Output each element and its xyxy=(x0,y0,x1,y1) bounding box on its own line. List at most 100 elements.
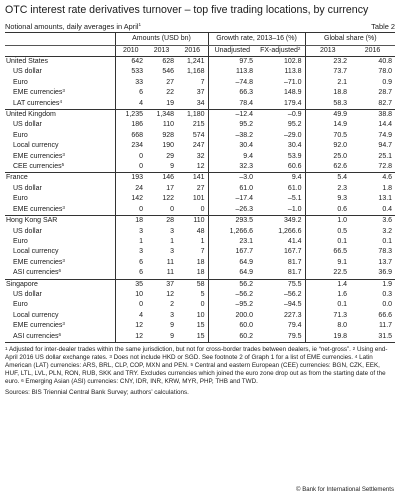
table-row-currency: EME currencies3 6 11 18 64.9 81.7 9.1 13.7 xyxy=(5,257,395,269)
table-cell: 27 xyxy=(166,78,174,86)
table-cell: 11 xyxy=(166,258,174,266)
col-fx-adjusted-label: FX-adjusted xyxy=(260,47,298,54)
table-cell: 1,266.6 xyxy=(207,226,257,237)
subtitle-text: Notional amounts, daily averages in Apri… xyxy=(5,22,139,31)
footnote-3-mark: 3 xyxy=(109,354,112,360)
table-row-currency: EME currencies3 6 22 37 66.3 148.9 18.8 28.7 xyxy=(5,88,395,99)
table-cell: 628 xyxy=(162,58,174,65)
table-cell: 3 xyxy=(170,248,174,256)
table-cell: 22 xyxy=(166,89,174,97)
row-label-text: US dollar xyxy=(13,227,42,235)
table-cell: 78.3 xyxy=(378,248,393,256)
table-cell: 32 xyxy=(196,152,205,160)
table-cell: 110 xyxy=(162,121,174,129)
row-label-text: Local currency xyxy=(13,142,59,150)
row-label: US dollar xyxy=(5,184,115,194)
table-cell: 0.4 xyxy=(382,205,393,213)
table-body: United States 642 628 1,241 97.5 102.8 23.2 40.… xyxy=(5,56,396,342)
table-cell: –94.5 xyxy=(284,301,302,309)
row-label: US dollar xyxy=(5,67,115,77)
col-unadjusted: Unadjusted xyxy=(207,45,257,57)
table-cell: 3 xyxy=(170,227,174,235)
table-row-currency: US dollar 3 3 48 1,266.6 1,266.6 0.5 3.2 xyxy=(5,226,395,237)
table-cell: 10 xyxy=(114,289,146,301)
row-label: ASI currencies6 xyxy=(5,332,115,342)
table-cell: 9 xyxy=(170,332,174,340)
table-cell: –1.0 xyxy=(287,205,302,213)
table-cell: 0.1 xyxy=(304,236,351,248)
table-cell: –26.3 xyxy=(207,204,257,216)
table-row-currency: Euro 142 122 101 –17.4 –5.1 9.3 13.1 xyxy=(5,194,395,205)
table-row-location: Hong Kong SAR 18 28 110 293.5 349.2 1.0 3.6 xyxy=(5,215,396,227)
table-cell: –38.2 xyxy=(207,130,257,142)
row-label-text: United Kingdom xyxy=(6,111,56,119)
table-cell: 19 xyxy=(166,99,174,107)
table-row-currency: Euro 33 27 7 –74.8 –71.0 2.1 0.9 xyxy=(5,77,395,89)
table-cell: 24 xyxy=(114,183,146,195)
row-label: EME currencies3 xyxy=(5,88,115,98)
table-cell: 49.9 xyxy=(304,109,351,121)
top-rule xyxy=(5,32,395,33)
table-cell: 3 xyxy=(170,311,174,319)
table-cell: 7 xyxy=(200,248,205,256)
table-cell: 15 xyxy=(196,322,205,330)
table-cell: 95.2 xyxy=(207,120,257,131)
table-cell: 668 xyxy=(114,130,146,142)
table-cell: 113.8 xyxy=(207,67,257,78)
table-cell: 3.6 xyxy=(350,215,396,227)
table-cell: 4 xyxy=(114,310,146,322)
table-row-currency: Local currency 3 3 7 167.7 167.7 66.5 78.3 xyxy=(5,247,395,258)
row-label: Hong Kong SAR xyxy=(5,215,115,227)
row-footnote-mark: 3 xyxy=(62,88,65,94)
table-cell: 29 xyxy=(166,152,174,160)
bottom-rule xyxy=(5,341,395,343)
table-cell: 79.4 xyxy=(287,322,302,330)
table-cell: 1 xyxy=(200,237,205,245)
table-cell: –29.0 xyxy=(284,131,302,139)
table-cell: 75.5 xyxy=(256,278,306,290)
table-cell: 3 xyxy=(114,226,146,237)
table-cell: –3.0 xyxy=(207,172,257,184)
table-cell: 36.9 xyxy=(378,269,393,277)
table-cell: 94.7 xyxy=(378,142,393,150)
table-cell: 0.1 xyxy=(304,300,351,311)
table-number: Table 2 xyxy=(371,22,395,31)
row-label-text: CEE currencies xyxy=(13,163,62,171)
footnote-4-mark: 4 xyxy=(354,354,358,360)
table-cell: 1,235 xyxy=(114,109,146,121)
table-cell: 9.1 xyxy=(304,257,351,269)
col-2013: 2013 xyxy=(146,45,177,57)
table-cell: 5.4 xyxy=(304,172,351,184)
row-label-text: Euro xyxy=(13,131,28,139)
table-cell: 11.7 xyxy=(378,322,393,330)
footnote-4: Latin American (LAT) currencies: ARS, BR… xyxy=(5,354,373,370)
footnote-2: Using end-April 2016 US dollar exchange … xyxy=(5,345,388,362)
table-cell: 78.4 xyxy=(207,98,257,110)
table-cell: 61.0 xyxy=(287,184,302,192)
footnotes: 1 Adjusted for inter-dealer trades withi… xyxy=(5,346,395,386)
table-cell: 15 xyxy=(196,332,205,340)
row-label: Local currency xyxy=(5,141,115,151)
table-cell: 81.7 xyxy=(287,258,302,266)
row-label: EME currencies3 xyxy=(5,321,115,331)
table-cell: 9 xyxy=(170,322,174,330)
table-row-currency: ASI currencies6 6 11 18 64.9 81.7 22.5 36.9 xyxy=(5,268,395,280)
table-cell: 25.1 xyxy=(378,152,393,160)
table-cell: 122 xyxy=(162,195,174,203)
row-label-text: EME currencies xyxy=(13,89,63,97)
turnover-table: Amounts (USD bn) Growth rate, 2013–16 (%… xyxy=(5,33,396,342)
table-cell: 5 xyxy=(200,290,205,298)
table-cell: 0 xyxy=(200,205,205,213)
table-cell: 72.8 xyxy=(378,163,393,171)
table-row-currency: Euro 0 2 0 –95.2 –94.5 0.1 0.0 xyxy=(5,300,395,311)
row-label: EME currencies3 xyxy=(5,258,115,268)
table-row-currency: EME currencies3 12 9 15 60.0 79.4 8.0 11.7 xyxy=(5,321,395,332)
table-cell: 48 xyxy=(196,227,205,235)
row-label-text: France xyxy=(6,174,28,182)
table-cell: 6 xyxy=(114,257,146,269)
row-label-text: Euro xyxy=(13,195,28,203)
footnote-2-mark: 2 xyxy=(352,345,356,351)
table-cell: 33 xyxy=(114,77,146,89)
table-cell: –12.4 xyxy=(207,109,257,121)
table-cell: 92.0 xyxy=(304,141,351,152)
